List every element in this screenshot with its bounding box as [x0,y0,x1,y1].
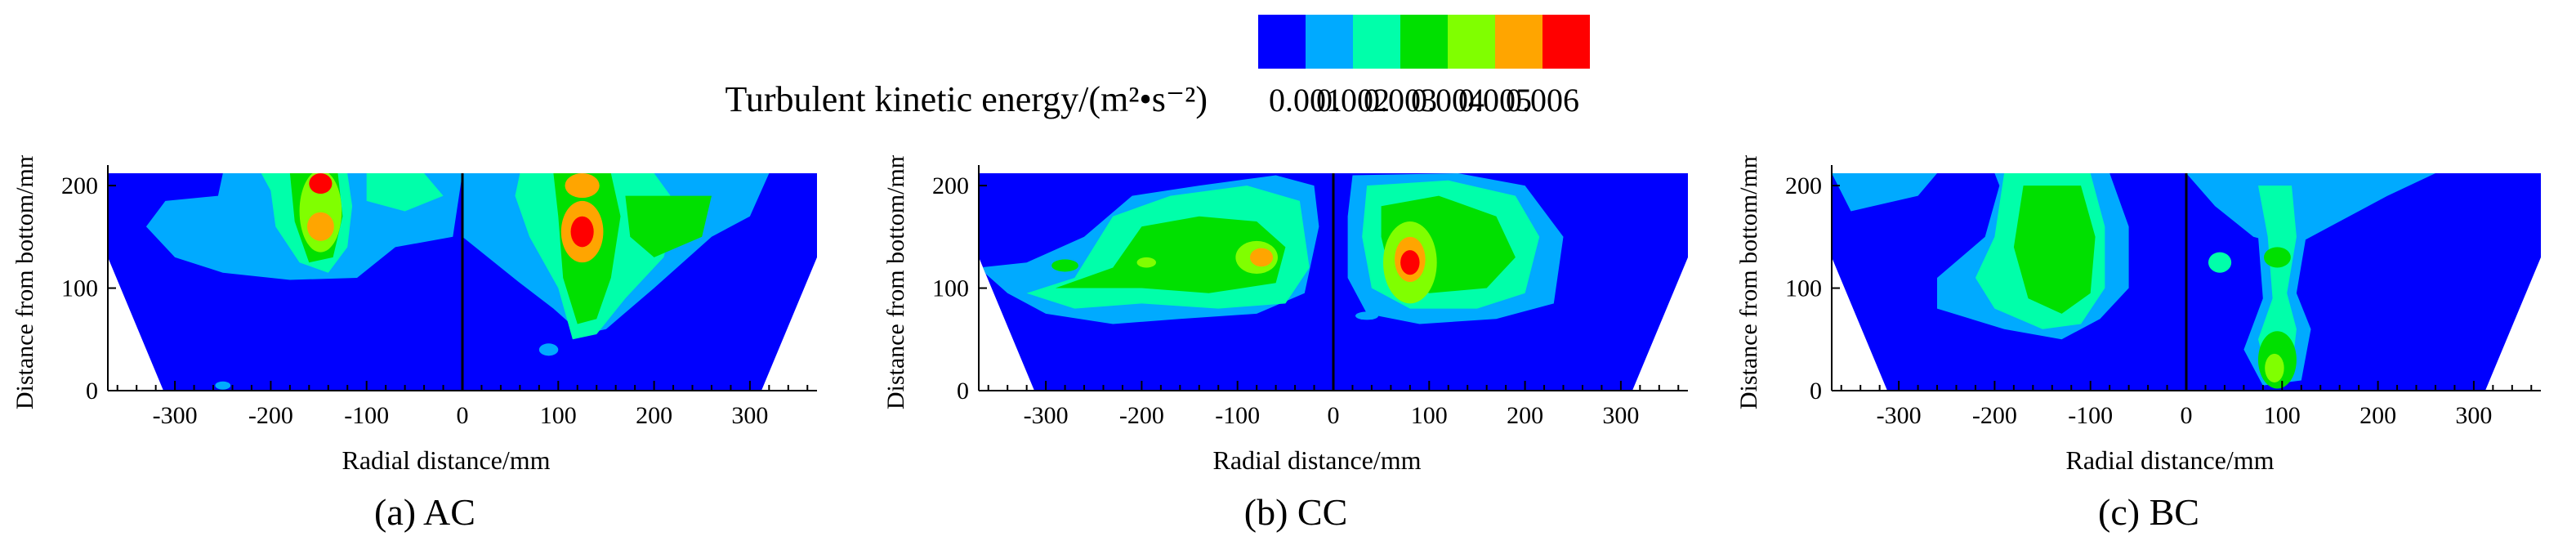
colorbar-swatches [1258,15,1590,69]
contour-region [1051,259,1078,272]
x-tick-label: 0 [1328,402,1340,429]
x-axis-label: Radial distance/mm [1212,445,1421,475]
x-axis-label: Radial distance/mm [2065,445,2274,475]
x-tick-label: 200 [636,402,672,429]
x-tick-label: -100 [1215,402,1260,429]
y-tick-label: 200 [1785,172,1822,199]
y-tick-label: 100 [61,275,98,302]
colorbar-tick-label: 0.006 [1506,82,1579,118]
contour-region [2186,173,2435,248]
contour-region [309,173,333,194]
x-tick-label: -200 [1119,402,1164,429]
contour-region [2013,186,2096,314]
colorbar-tick-label: 0.003 [1364,82,1437,118]
colorbar-swatch [1495,15,1542,69]
contour-region [1136,257,1156,268]
contour-region [1400,250,1420,275]
y-tick-label: 0 [957,378,969,405]
x-tick-label: 100 [540,402,577,429]
contour-region [1832,173,1937,212]
contour-region [2208,252,2232,273]
contour-region [366,173,444,212]
x-tick-label: -300 [1024,402,1069,429]
contour-region [2264,247,2291,268]
x-tick-label: 300 [731,402,768,429]
y-axis-label: Distance from bottom/mm [11,155,38,409]
y-tick-label: 0 [86,378,98,405]
y-axis-label: Distance from bottom/mm [1735,155,1762,409]
x-tick-label: 300 [2455,402,2492,429]
axes: -300 -200 -100 0 100 200 300 0 100 200 [932,165,1688,429]
contour-region [538,343,559,356]
colorbar-tick-label: 0.004 [1411,82,1484,118]
colorbar-tick-label: 0.002 [1316,82,1390,118]
y-tick-label: 200 [61,172,98,199]
colorbar-tick-label: 0.005 [1458,82,1532,118]
x-tick-label: 0 [457,402,469,429]
x-tick-label: 100 [1411,402,1448,429]
contour-region [1055,216,1286,293]
contour-region [570,216,594,248]
x-tick-label: -100 [2068,402,2113,429]
colorbar-swatch [1542,15,1590,69]
caption-bc: (c) BC [2098,491,2199,533]
panel-ac: -300 -200 -100 0 100 200 300 0 100 200 Radial dist… [0,155,850,541]
axes: -300 -200 -100 0 100 200 300 0 100 200 [61,165,817,429]
contour-plot-cc: -300 -200 -100 0 100 200 300 0 100 200 Radial dist… [882,155,1688,475]
colorbar-swatch [1448,15,1495,69]
x-tick-label: 300 [1602,402,1639,429]
colorbar-swatch [1258,15,1306,69]
caption-ac: (a) AC [374,491,475,533]
contour-region [306,212,334,241]
y-tick-label: 0 [1810,378,1822,405]
x-tick-label: -300 [153,402,198,429]
panel-bc: -300 -200 -100 0 100 200 300 0 100 200 Radial dist… [1724,155,2574,541]
colorbar-tick-label: 0.001 [1269,82,1342,118]
x-axis-label: Radial distance/mm [342,445,550,475]
y-tick-label: 200 [932,172,969,199]
axes: -300 -200 -100 0 100 200 300 0 100 200 [1785,165,2541,429]
y-tick-label: 100 [1785,275,1822,302]
x-tick-label: 200 [2359,402,2396,429]
contour-plot-ac: -300 -200 -100 0 100 200 300 0 100 200 Radial dist… [11,155,817,475]
contour-region [2265,353,2284,382]
y-tick-label: 100 [932,275,969,302]
caption-cc: (b) CC [1243,491,1348,533]
x-tick-label: 100 [2264,402,2301,429]
contour-region [2258,186,2297,376]
panel-cc: -300 -200 -100 0 100 200 300 0 100 200 Radial dist… [871,155,1721,541]
contour-plot-bc: -300 -200 -100 0 100 200 300 0 100 200 Radial dist… [1735,155,2541,475]
x-tick-label: -200 [1972,402,2017,429]
colorbar-swatch [1306,15,1353,69]
contour-region [1249,248,1274,267]
contour-field [1832,173,2541,391]
x-tick-label: -200 [248,402,293,429]
x-tick-label: -300 [1877,402,1922,429]
x-tick-label: -100 [344,402,389,429]
colorbar-title: Turbulent kinetic energy/(m²•s⁻²) [725,79,1208,119]
contour-region [215,381,231,390]
contour-region [625,195,712,257]
colorbar-swatch [1353,15,1400,69]
contour-region [1355,311,1379,320]
contour-region [565,173,600,199]
y-axis-label: Distance from bottom/mm [882,155,909,409]
x-tick-label: 0 [2181,402,2193,429]
colorbar-swatch [1400,15,1448,69]
x-tick-label: 200 [1507,402,1543,429]
